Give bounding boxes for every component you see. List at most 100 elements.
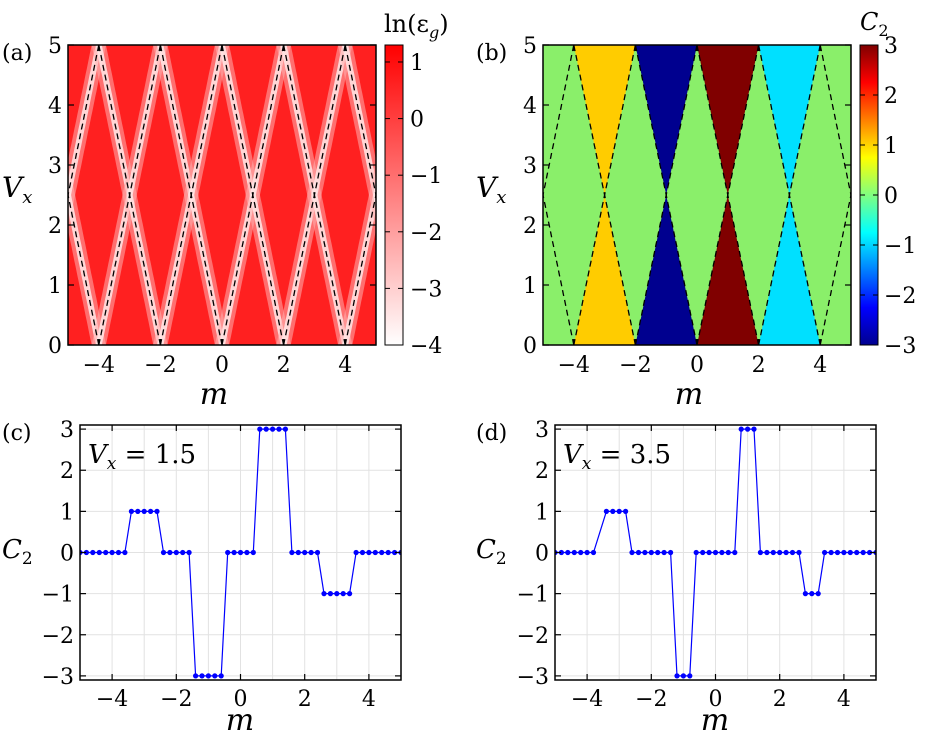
data-point	[141, 508, 147, 514]
colorbar-b-tick-label: 1	[884, 134, 898, 159]
y-tick-label: 3	[523, 154, 537, 179]
data-point	[815, 591, 821, 597]
x-tick-label: 4	[813, 353, 827, 378]
data-point	[565, 549, 571, 556]
data-point	[706, 549, 712, 556]
data-point	[314, 549, 321, 556]
annotation-c: Vx = 1.5	[88, 440, 196, 474]
data-point	[173, 549, 179, 556]
y-tick-label: 3	[60, 418, 74, 443]
y-axis-label-b: Vx	[476, 171, 506, 208]
x-tick-label: −2	[160, 687, 192, 712]
data-point	[777, 549, 783, 556]
data-point	[282, 426, 288, 432]
colorbar-a-tick-label: −2	[410, 221, 442, 246]
phase-boundary-line	[313, 45, 346, 345]
x-tick-label: 0	[690, 353, 704, 378]
data-point	[642, 549, 648, 556]
colorbar-b-tick-label: −3	[884, 334, 916, 359]
colorbar-a-tick-label: 0	[410, 108, 424, 133]
x-tick-label: 2	[298, 687, 312, 712]
data-point	[745, 426, 751, 432]
y-tick-label: 0	[48, 334, 62, 359]
panel-c: −4 −2 0 2 4 3 2 1 0 −1 −2 −3 (c) C2 m Vx = 1.5	[2, 418, 402, 737]
data-point	[687, 673, 693, 679]
panel-d: −4 −2 0 2 4 3 2 1 0 −1 −2 −3 (d) C2 m Vx = 3.5	[476, 418, 877, 737]
colorbar-a	[384, 44, 404, 346]
data-point	[860, 549, 866, 556]
y-tick-label: 2	[523, 214, 537, 239]
x-tick-label: −2	[144, 353, 176, 378]
panel-label-d: (d)	[476, 421, 507, 446]
data-point	[135, 508, 141, 514]
data-point	[353, 549, 359, 556]
y-tick-label: 1	[535, 500, 549, 525]
y-tick-label: −1	[42, 583, 74, 608]
data-point	[250, 549, 256, 556]
data-point	[764, 549, 770, 556]
data-point	[295, 549, 301, 556]
y-tick-label: 5	[523, 34, 537, 59]
data-point	[578, 549, 584, 556]
data-point	[148, 508, 154, 514]
x-tick-label: 4	[338, 353, 352, 378]
data-point	[244, 549, 250, 556]
data-point	[83, 549, 89, 556]
data-point	[109, 549, 115, 556]
data-point	[263, 426, 269, 432]
panel-b: −4 −2 0 2 4 0 1 2 3 4 5 (b) Vx m 3 2 1 0 −1 −2 −3 C2	[476, 8, 916, 412]
colorbar-b-tick-label: 2	[884, 84, 898, 109]
x-tick-label: −4	[83, 353, 115, 378]
chern-region	[573, 45, 636, 345]
colorbar-b-tick-label: −2	[884, 284, 916, 309]
phase-boundary-line	[68, 45, 100, 345]
x-axis-label-a: m	[200, 377, 228, 412]
y-tick-label: 5	[48, 34, 62, 59]
data-point	[302, 549, 308, 556]
phase-boundary-line	[190, 45, 223, 345]
x-tick-label: 0	[234, 687, 248, 712]
y-tick-label: 1	[523, 274, 537, 299]
series-d	[555, 426, 876, 679]
data-point	[623, 508, 629, 514]
data-point	[757, 549, 764, 556]
data-point	[225, 549, 231, 556]
y-tick-label: 0	[60, 542, 74, 567]
data-point	[334, 591, 340, 597]
y-tick-label: 1	[60, 500, 74, 525]
phase-boundaries-a	[68, 45, 376, 345]
data-point	[167, 549, 173, 556]
data-point	[372, 549, 378, 556]
phase-boundary-line	[788, 45, 821, 345]
gap-ridge	[68, 180, 72, 210]
data-point	[212, 673, 218, 679]
data-point	[693, 549, 699, 556]
data-point	[231, 549, 237, 556]
axes-b: −4 −2 0 2 4 0 1 2 3 4 5	[523, 34, 851, 378]
series-c	[80, 426, 401, 679]
y-tick-label: 1	[48, 274, 62, 299]
colorbar-b-tick-label: 0	[884, 184, 898, 209]
data-point	[276, 426, 282, 432]
axes-c: −4 −2 0 2 4 3 2 1 0 −1 −2 −3	[42, 418, 401, 712]
data-point	[867, 549, 873, 556]
y-axis-label-a: Vx	[2, 171, 32, 208]
data-point	[289, 549, 295, 556]
x-tick-label: −2	[635, 687, 667, 712]
data-point	[680, 673, 687, 679]
data-point	[571, 549, 577, 556]
data-point	[392, 549, 398, 556]
phase-boundary-line	[68, 191, 69, 199]
y-tick-label: 0	[523, 334, 537, 359]
data-point	[719, 549, 725, 556]
data-point	[257, 426, 263, 432]
data-point	[270, 426, 276, 432]
phase-boundary-line	[603, 45, 637, 345]
colorbar-a-tick-label: −4	[410, 334, 442, 359]
data-point	[661, 549, 667, 556]
data-point	[847, 549, 853, 556]
y-tick-label: 3	[535, 418, 549, 443]
data-point	[822, 549, 828, 556]
annotation-d: Vx = 3.5	[563, 440, 671, 474]
data-point	[828, 549, 834, 556]
